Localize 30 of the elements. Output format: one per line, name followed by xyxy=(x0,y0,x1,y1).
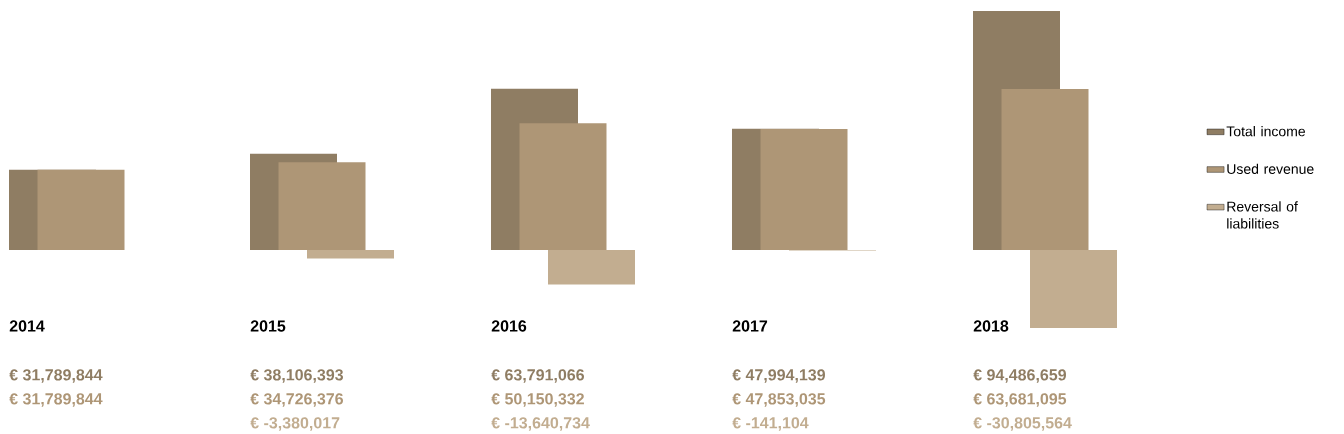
data-label: € 31,789,844 xyxy=(9,393,103,407)
bar xyxy=(278,162,366,251)
data-label: € 31,789,844 xyxy=(9,369,103,383)
bar xyxy=(307,250,394,259)
legend-label: Total income xyxy=(1226,126,1306,137)
data-label: € -3,380,017 xyxy=(250,417,340,431)
legend-label: Used revenue xyxy=(1227,163,1314,174)
legend-label: Reversal of liabilities xyxy=(1227,201,1298,229)
data-label: € -30,805,564 xyxy=(973,417,1072,431)
bar xyxy=(37,169,125,251)
data-label: € 50,150,332 xyxy=(491,393,584,407)
x-tick-label: 2015 xyxy=(250,320,286,332)
bar xyxy=(548,250,635,285)
data-label: € 63,791,066 xyxy=(491,369,585,383)
data-label: € 94,486,659 xyxy=(973,369,1066,383)
bar xyxy=(519,123,607,251)
bar xyxy=(1001,88,1089,251)
data-label: € 47,853,035 xyxy=(732,393,826,407)
data-label: € 38,106,393 xyxy=(250,369,344,383)
x-tick-label: 2014 xyxy=(9,320,45,332)
bar xyxy=(1030,250,1117,328)
bar xyxy=(760,128,848,251)
x-tick-label: 2018 xyxy=(973,320,1009,332)
data-label: € 63,681,095 xyxy=(973,393,1067,407)
x-tick-label: 2016 xyxy=(491,320,527,332)
x-tick-label: 2017 xyxy=(732,320,768,332)
data-label: € 47,994,139 xyxy=(732,369,825,383)
data-label: € -13,640,734 xyxy=(491,417,590,431)
data-label: € -141,104 xyxy=(732,417,809,431)
data-label: € 34,726,376 xyxy=(250,393,344,407)
